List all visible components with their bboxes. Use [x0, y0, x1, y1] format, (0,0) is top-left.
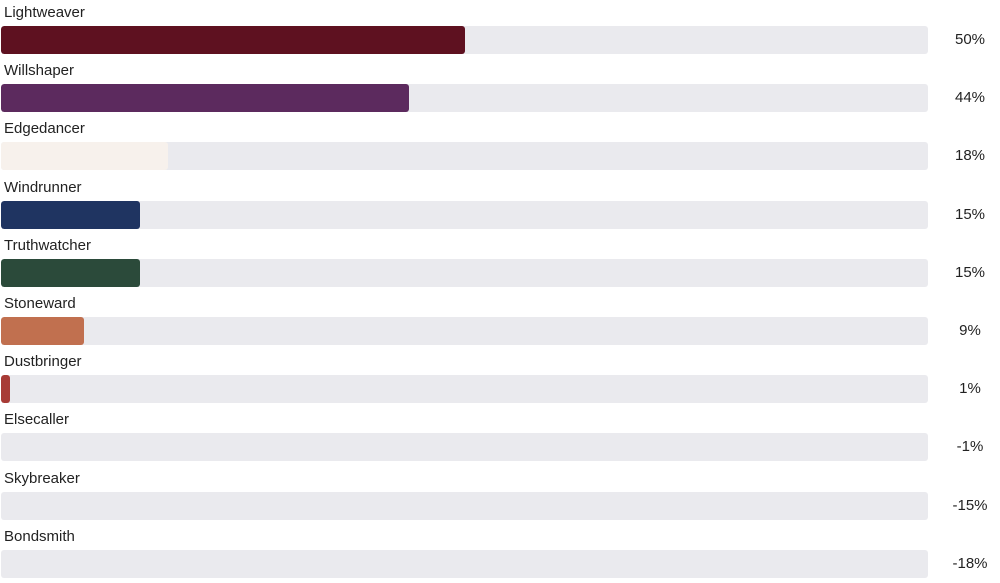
bar-label: Willshaper [4, 62, 75, 79]
bar-label: Bondsmith [4, 528, 75, 545]
bar-row: Skybreaker -15% [0, 466, 1000, 524]
bar-label: Lightweaver [4, 4, 85, 21]
bar-fill [1, 26, 465, 54]
bar-row: Windrunner 15% [0, 175, 1000, 233]
bar-fill [1, 142, 168, 170]
bar-fill [1, 375, 11, 403]
bar-value-label: 1% [959, 380, 981, 397]
bar-value-label: -18% [952, 555, 988, 572]
bar-value-label: -1% [956, 438, 984, 455]
bar-track [1, 26, 928, 54]
bar-track [1, 375, 928, 403]
bar-fill [1, 201, 141, 229]
bar-row: Lightweaver 50% [0, 0, 1000, 58]
bar-label: Windrunner [4, 179, 82, 196]
bar-row: Edgedancer 18% [0, 116, 1000, 174]
bar-label: Stoneward [4, 295, 76, 312]
bar-row: Elsecaller -1% [0, 407, 1000, 465]
bar-track [1, 84, 928, 112]
bar-track [1, 142, 928, 170]
bar-row: Truthwatcher 15% [0, 233, 1000, 291]
bar-label: Edgedancer [4, 120, 85, 137]
bar-value-label: -15% [952, 497, 988, 514]
bar-value-label: 15% [954, 264, 986, 281]
bar-track [1, 317, 928, 345]
bar-track [1, 259, 928, 287]
bar-row: Dustbringer 1% [0, 349, 1000, 407]
bar-fill [1, 259, 141, 287]
bar-label: Truthwatcher [4, 237, 91, 254]
bar-label: Dustbringer [4, 353, 82, 370]
bar-value-label: 44% [954, 89, 986, 106]
bar-fill [1, 317, 85, 345]
bar-track [1, 550, 928, 578]
bar-track [1, 201, 928, 229]
bar-row: Bondsmith -18% [0, 524, 1000, 582]
bar-row: Stoneward 9% [0, 291, 1000, 349]
bar-value-label: 15% [954, 206, 986, 223]
bar-value-label: 50% [954, 31, 986, 48]
bar-value-label: 18% [954, 147, 986, 164]
bar-track [1, 492, 928, 520]
bar-label: Elsecaller [4, 411, 70, 428]
bar-value-label: 9% [959, 322, 981, 339]
bar-row: Willshaper 44% [0, 58, 1000, 116]
bar-label: Skybreaker [4, 470, 80, 487]
bar-fill [1, 84, 409, 112]
bar-track [1, 433, 928, 461]
